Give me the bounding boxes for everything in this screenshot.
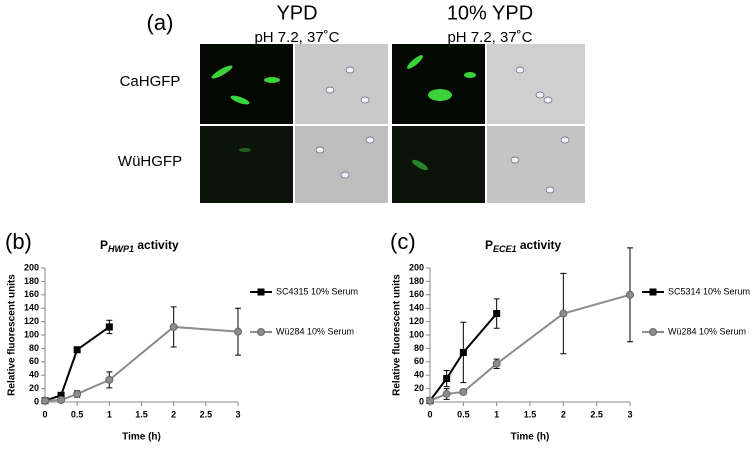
series-line: [44, 326, 110, 402]
y-tick-label: 120: [24, 316, 39, 326]
legend-label: Wü284 10% Serum: [276, 326, 354, 336]
y-tick-label: 120: [409, 316, 424, 326]
x-tick-label: 2.5: [590, 409, 603, 419]
title-part: HWP1: [108, 244, 134, 254]
y-tick-label: 100: [24, 329, 39, 339]
y-axis-label: Relative fluorescent units: [7, 274, 18, 396]
panel-label: (b): [5, 229, 32, 254]
data-point: [169, 322, 178, 331]
data-point: [73, 346, 81, 354]
image: [392, 126, 485, 203]
data-point: [105, 375, 114, 384]
x-tick-label: 1.5: [524, 409, 537, 419]
image: [487, 44, 585, 124]
y-axis-label: Relative fluorescent units: [392, 274, 403, 396]
image: [295, 126, 388, 203]
y-tick-label: 180: [409, 276, 424, 286]
y-tick-label: 80: [29, 343, 39, 353]
micrographs: [200, 44, 585, 203]
title-part: activity: [134, 238, 179, 252]
series-line: [44, 325, 239, 402]
y-tick-label: 100: [409, 329, 424, 339]
image: [392, 44, 485, 124]
y-tick-label: 40: [29, 370, 39, 380]
data-point: [493, 310, 501, 318]
x-tick-label: 3: [627, 409, 632, 419]
x-tick-label: 1: [494, 409, 499, 419]
column-subtitle: pH 7.2, 37˚C: [254, 29, 339, 46]
image: [200, 126, 293, 203]
x-tick-label: 3: [235, 409, 240, 419]
x-axis-label: Time (h): [511, 432, 550, 443]
cells: [211, 55, 476, 171]
data-point: [41, 396, 49, 405]
x-axis-label: Time (h): [122, 432, 161, 443]
data-point: [426, 396, 434, 405]
image: [295, 44, 388, 124]
y-tick-label: 0: [419, 396, 424, 406]
y-tick-label: 40: [414, 370, 424, 380]
chart-title: PHWP1 activity: [100, 238, 179, 254]
y-tick-label: 160: [409, 289, 424, 299]
data-point: [492, 359, 501, 368]
legend-marker: [649, 328, 657, 336]
data-point: [73, 389, 82, 398]
data-point: [57, 395, 66, 404]
chart-title: PECE1 activity: [485, 238, 562, 254]
x-tick-label: 0: [427, 409, 432, 419]
x-tick-label: 2: [561, 409, 566, 419]
data-point: [459, 387, 468, 396]
y-tick-label: 160: [24, 289, 39, 299]
cells: [315, 66, 570, 194]
x-tick-label: 2: [171, 409, 176, 419]
data-point: [559, 309, 568, 318]
y-tick-label: 140: [409, 303, 424, 313]
column-title: 10% YPD: [447, 2, 533, 24]
y-tick-label: 80: [414, 343, 424, 353]
panel-label: (c): [390, 229, 416, 254]
y-tick-label: 60: [29, 356, 39, 366]
image: [487, 126, 585, 203]
data-point: [626, 290, 634, 299]
y-tick-label: 20: [414, 383, 424, 393]
title-part: activity: [517, 238, 562, 252]
legend-label: Wü284 10% Serum: [668, 326, 746, 336]
y-tick-label: 180: [24, 276, 39, 286]
row-label: WüHGFP: [118, 153, 182, 170]
data-point: [105, 323, 113, 331]
panel-label: (a): [147, 10, 174, 35]
x-tick-label: 1: [107, 409, 112, 419]
legend-marker: [649, 288, 657, 296]
legend-label: SC5314 10% Serum: [668, 286, 750, 296]
y-tick-label: 0: [34, 396, 39, 406]
column-title: YPD: [276, 2, 317, 24]
x-tick-label: 0: [42, 409, 47, 419]
legend-marker: [257, 288, 265, 296]
legend-marker: [257, 328, 265, 336]
x-tick-label: 1.5: [135, 409, 148, 419]
data-point: [57, 391, 65, 399]
legend-label: SC4315 10% Serum: [276, 286, 358, 296]
x-tick-label: 2.5: [200, 409, 213, 419]
title-part: P: [485, 238, 493, 252]
data-point: [234, 327, 242, 336]
series-line: [429, 312, 498, 402]
data-point: [442, 389, 451, 398]
data-point: [443, 375, 451, 383]
title-part: P: [100, 238, 108, 252]
y-tick-label: 60: [414, 356, 424, 366]
series-line: [429, 293, 631, 402]
x-tick-label: 0.5: [71, 409, 84, 419]
title-part: ECE1: [493, 244, 517, 254]
x-tick-label: 0.5: [457, 409, 470, 419]
data-point: [459, 348, 467, 356]
image: [200, 44, 293, 124]
y-tick-label: 200: [409, 262, 424, 272]
y-tick-label: 20: [29, 383, 39, 393]
row-label: CaHGFP: [120, 73, 181, 90]
y-tick-label: 200: [24, 262, 39, 272]
column-subtitle: pH 7.2, 37˚C: [447, 29, 532, 46]
y-tick-label: 140: [24, 303, 39, 313]
